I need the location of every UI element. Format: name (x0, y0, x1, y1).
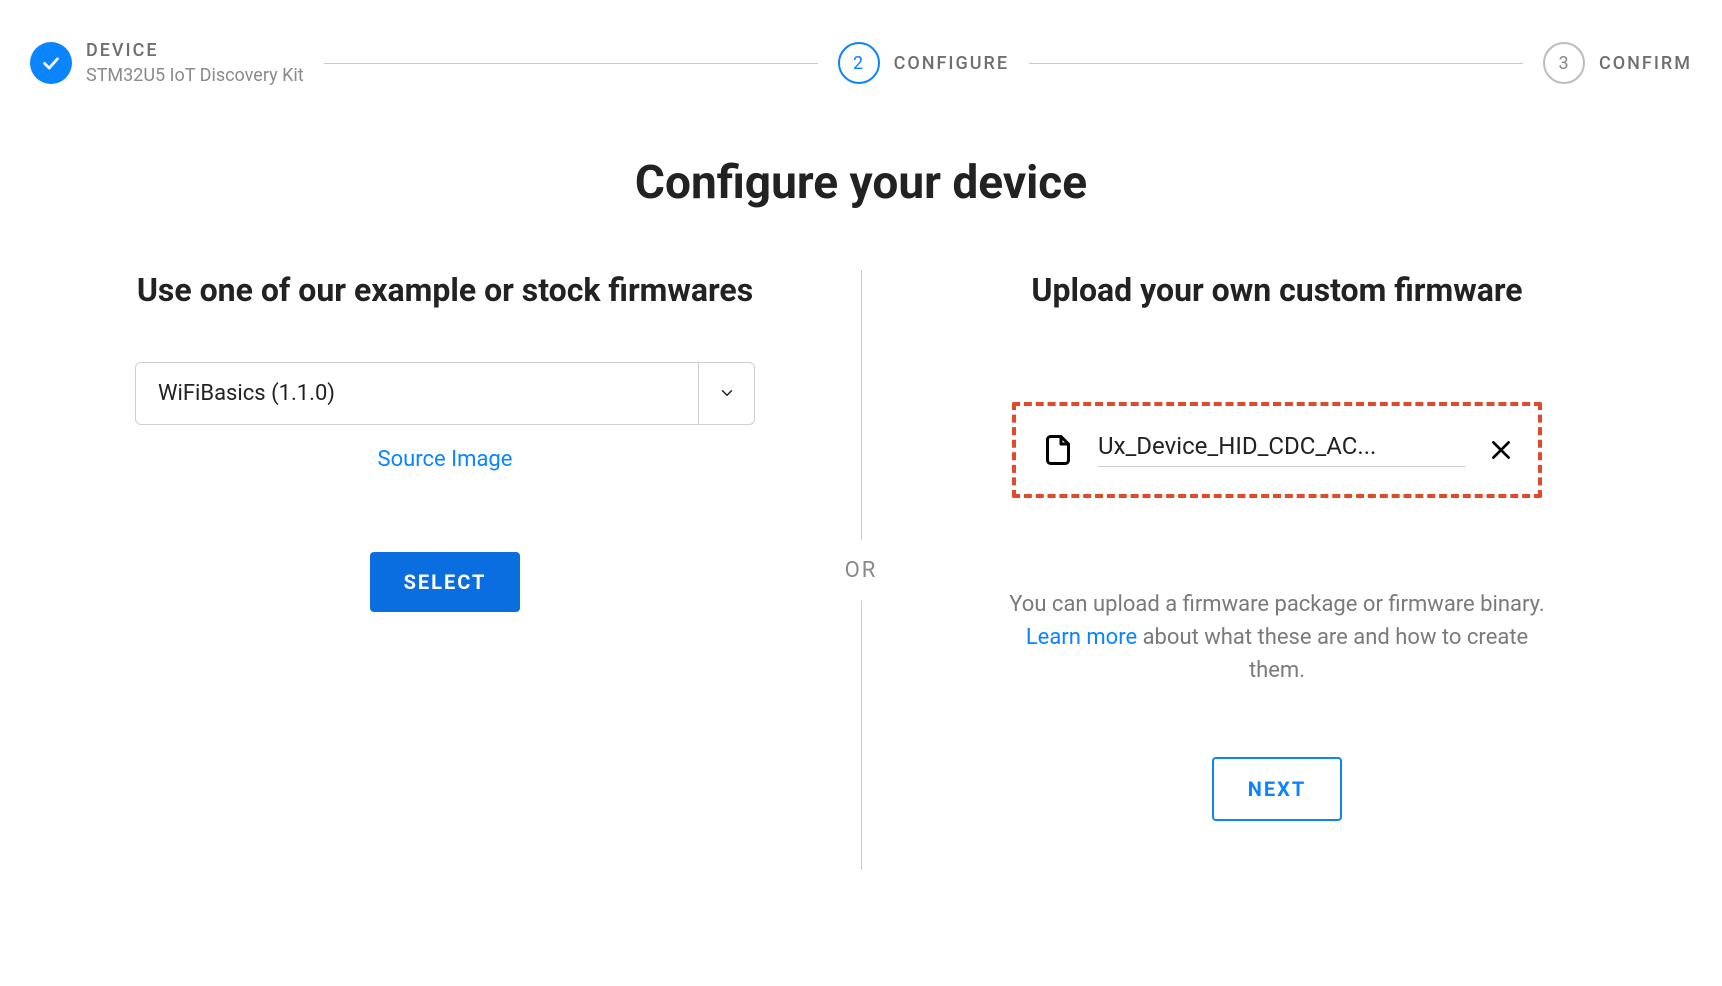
step-number-icon: 3 (1543, 42, 1585, 84)
next-button[interactable]: NEXT (1212, 757, 1342, 821)
step-title: CONFIGURE (894, 53, 1009, 74)
help-post: about what these are and how to create t… (1137, 625, 1528, 683)
step-confirm[interactable]: 3 CONFIRM (1543, 42, 1692, 84)
firmware-upload-dropzone[interactable]: Ux_Device_HID_CDC_AC... (1012, 402, 1542, 498)
stock-firmware-panel: Use one of our example or stock firmware… (30, 270, 860, 870)
stock-heading: Use one of our example or stock firmware… (137, 270, 753, 312)
file-icon (1040, 432, 1076, 468)
column-divider: OR (860, 270, 862, 870)
configure-columns: Use one of our example or stock firmware… (30, 270, 1692, 870)
custom-firmware-panel: Upload your own custom firmware Ux_Devic… (862, 270, 1692, 870)
upload-help-text: You can upload a firmware package or fir… (997, 588, 1557, 687)
firmware-dropdown[interactable]: WiFiBasics (1.1.0) (135, 362, 755, 425)
learn-more-link[interactable]: Learn more (1026, 625, 1137, 650)
page-title: Configure your device (30, 156, 1692, 210)
step-number: 3 (1558, 53, 1569, 74)
chevron-down-icon (698, 363, 754, 424)
close-icon (1488, 437, 1514, 463)
divider-or-label: OR (845, 540, 878, 601)
select-button[interactable]: SELECT (370, 552, 521, 612)
step-number: 2 (853, 53, 864, 74)
remove-file-button[interactable] (1488, 437, 1514, 463)
step-title: DEVICE (86, 40, 304, 61)
step-number-icon: 2 (838, 42, 880, 84)
upload-heading: Upload your own custom firmware (1031, 270, 1522, 312)
divider-line (861, 601, 862, 871)
wizard-stepper: DEVICE STM32U5 IoT Discovery Kit 2 CONFI… (30, 30, 1692, 116)
step-title: CONFIRM (1599, 53, 1692, 74)
step-line (324, 63, 818, 64)
step-line (1029, 63, 1523, 64)
step-subtitle: STM32U5 IoT Discovery Kit (86, 65, 304, 86)
source-image-link[interactable]: Source Image (378, 447, 513, 472)
check-icon (30, 42, 72, 84)
divider-line (861, 270, 862, 540)
help-pre: You can upload a firmware package or fir… (1009, 592, 1544, 617)
firmware-dropdown-value: WiFiBasics (1.1.0) (136, 363, 698, 424)
uploaded-file-name: Ux_Device_HID_CDC_AC... (1098, 432, 1466, 467)
step-device[interactable]: DEVICE STM32U5 IoT Discovery Kit (30, 40, 304, 86)
step-configure[interactable]: 2 CONFIGURE (838, 42, 1009, 84)
